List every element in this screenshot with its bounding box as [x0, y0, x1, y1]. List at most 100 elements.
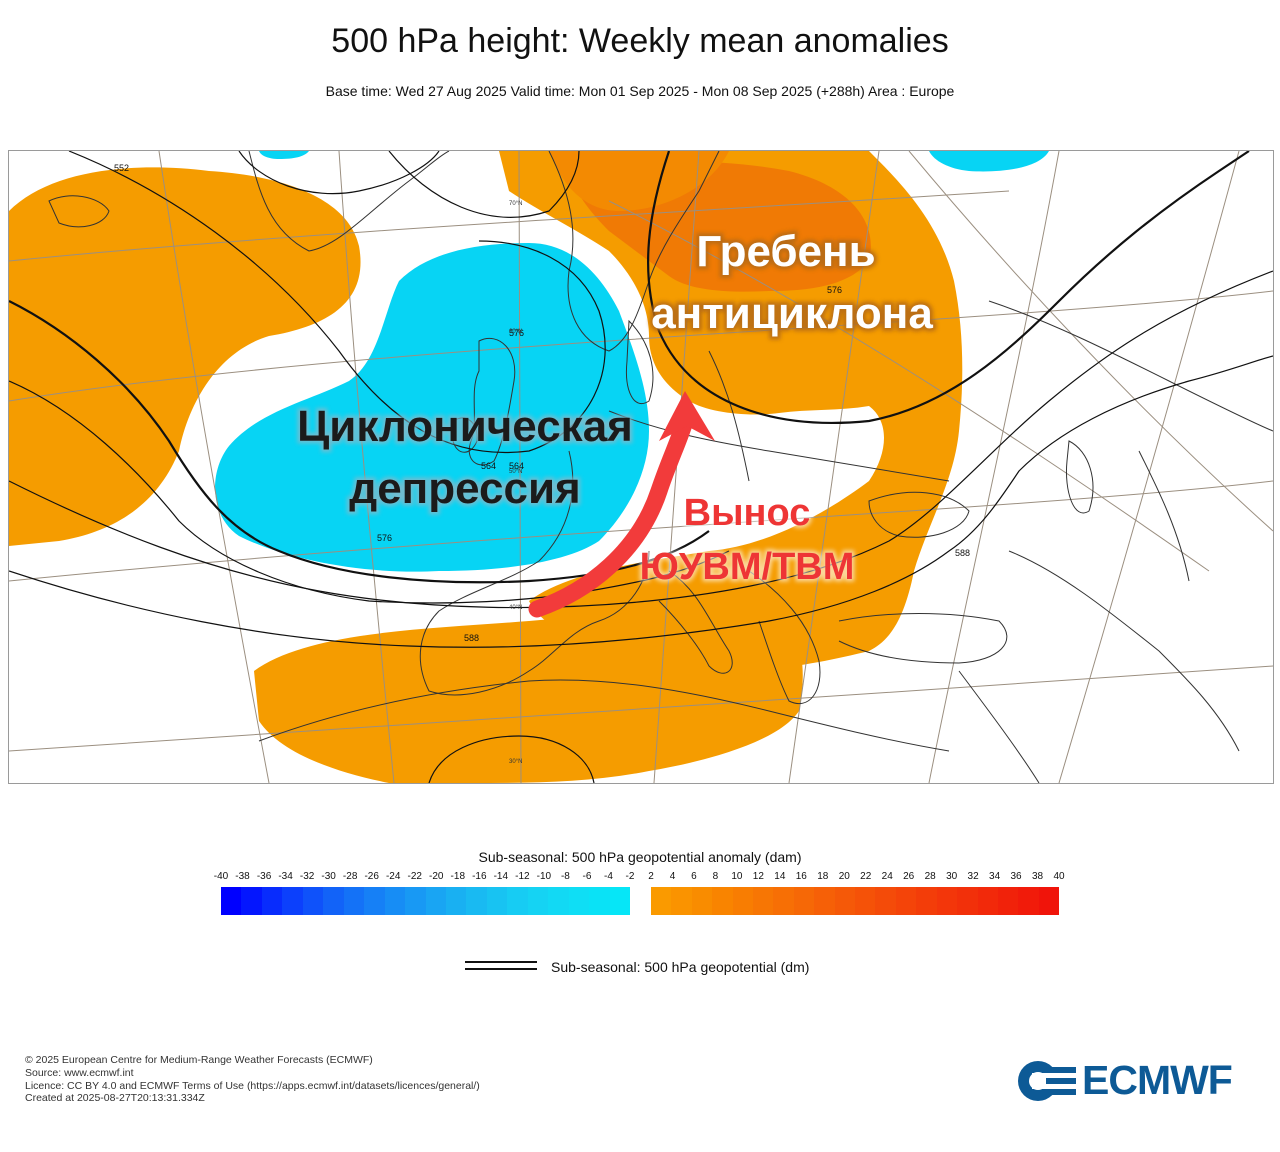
- colorbar-positive-swatch: [916, 887, 937, 915]
- coastlines: [48, 151, 1273, 783]
- anomaly-negative-atlantic: [215, 243, 650, 572]
- colorbar-tick-label: -32: [299, 871, 315, 882]
- page-title: 500 hPa height: Weekly mean anomalies: [331, 22, 949, 60]
- colorbar-negative-swatch: [405, 887, 426, 915]
- anomaly-positive-west-atlantic: [9, 167, 361, 547]
- black-sea: [868, 491, 970, 538]
- border-2: [708, 350, 750, 482]
- svg-text:депрессия: депрессия: [349, 464, 580, 513]
- colorbar-tick-label: -4: [604, 871, 613, 882]
- colorbar-positive-swatch: [671, 887, 692, 915]
- svg-text:Вынос: Вынос: [684, 492, 811, 534]
- ridge-label-line2: антициклона: [651, 289, 933, 338]
- lat-label: 60°N: [509, 329, 522, 335]
- colorbar-tick-label: 4: [669, 871, 676, 882]
- colorbar-negative-swatch: [261, 887, 283, 915]
- france-iberia: [419, 450, 650, 696]
- contour-564: [9, 380, 730, 604]
- scandinavia: [548, 151, 720, 352]
- svg-text:Гребень: Гребень: [696, 227, 875, 276]
- contour-label: 576: [827, 285, 842, 295]
- footer-licence: Licence: CC BY 4.0 and ECMWF Terms of Us…: [25, 1079, 480, 1092]
- colorbar-tick-label: -30: [321, 871, 336, 882]
- colorbar-negative-swatch: [507, 887, 528, 915]
- colorbar-positive-swatch: [855, 887, 876, 915]
- colorbar-tick-label: -20: [429, 871, 444, 882]
- colorbar-tick-label: -6: [582, 871, 592, 882]
- italy: [658, 570, 733, 674]
- advection-arrow: [528, 391, 715, 618]
- colorbar-tick-label: -8: [560, 871, 570, 882]
- colorbar-positive-swatch: [691, 887, 713, 915]
- anomaly-positive-core-2: [549, 151, 729, 211]
- page-subtitle: Base time: Wed 27 Aug 2025 Valid time: M…: [325, 83, 955, 99]
- colorbar-positive-swatch: [712, 887, 733, 915]
- colorbar-negative-swatch: [548, 887, 569, 915]
- british-isles: [468, 337, 516, 466]
- colorbar-negative-swatch: [609, 887, 631, 915]
- contour-label: 588: [464, 633, 479, 643]
- border-1: [608, 410, 950, 482]
- footer-credits: © 2025 European Centre for Medium-Range …: [25, 1054, 480, 1105]
- colorbar-tick-label: 34: [989, 871, 1001, 882]
- colorbar-negative-swatch: [302, 887, 324, 915]
- svg-text:антициклона: антициклона: [651, 289, 933, 338]
- lat-label: 40°N: [509, 605, 522, 611]
- border-5: [1138, 450, 1190, 582]
- contour-north: [238, 151, 440, 195]
- colorbar-tick-label: -40: [213, 871, 229, 882]
- colorbar-tick-label: 14: [774, 871, 786, 882]
- border-3: [988, 300, 1273, 432]
- ecmwf-logo: ECMWF: [1016, 1057, 1233, 1104]
- balkans-greece: [748, 570, 821, 704]
- colorbar-tick-label: -28: [342, 871, 358, 882]
- mid-east: [958, 670, 1040, 783]
- svg-text:Циклоническая: Циклоническая: [297, 402, 633, 451]
- cyclone-annotation: Циклоническая депрессия Циклоническая де…: [295, 400, 636, 516]
- lat-label: 70°N: [509, 201, 522, 207]
- ridge-label-line1: Гребень: [696, 227, 875, 276]
- latitude-labels: 70°N 60°N 50°N 40°N 30°N: [509, 201, 522, 765]
- colorbar-tick-label: 24: [881, 871, 893, 882]
- colorbar-tick-label: -26: [364, 871, 379, 882]
- ecmwf-logo-icon: [1018, 1060, 1076, 1101]
- iceland-coast: [48, 195, 110, 228]
- footer-copyright: © 2025 European Centre for Medium-Range …: [25, 1054, 373, 1066]
- lat-label: 50°N: [509, 469, 522, 475]
- border-4: [1008, 550, 1240, 752]
- positive-anomaly-areas: [9, 151, 963, 783]
- contour-label: 576: [377, 533, 392, 543]
- colorbar-positive-swatch: [977, 887, 998, 915]
- colorbar-tick-label: -36: [256, 871, 272, 882]
- colorbar-tick-label: -38: [235, 871, 250, 882]
- colorbar-positive-swatch: [793, 887, 815, 915]
- graticule: [9, 151, 1273, 783]
- colorbar-tick-label: 36: [1010, 871, 1022, 882]
- contour-africa-low: [428, 735, 595, 783]
- footer-source: Source: www.ecmwf.int: [25, 1066, 134, 1079]
- advection-annotation: Вынос ЮУВМ/ТВМ Вынос ЮУВМ/ТВМ: [637, 490, 857, 591]
- advection-label-line1: Вынос: [684, 492, 811, 534]
- colorbar-tick-label: -22: [407, 871, 422, 882]
- colorbar-negative-swatch: [343, 887, 365, 915]
- colorbar-positive-swatch: [814, 887, 835, 915]
- contour-labels: 552 564 576 576 588 588 564 576: [114, 163, 970, 643]
- map-annotations: Циклоническая депрессия Циклоническая де…: [295, 224, 937, 591]
- colorbar-negative-swatch: [568, 887, 590, 915]
- colorbar-positive-swatch: [1038, 887, 1060, 915]
- colorbar-positive-swatch: [997, 887, 1019, 915]
- colorbar-negative-swatch: [527, 887, 549, 915]
- contour-label: 552: [114, 163, 129, 173]
- contour-label: 576: [509, 328, 524, 338]
- colorbar-tick-label: -2: [625, 871, 635, 882]
- colorbar-tick-label: -14: [493, 871, 509, 882]
- north-africa: [258, 679, 950, 752]
- negative-anomaly-areas: [215, 151, 1049, 572]
- colorbar-tick-label: 40: [1053, 871, 1065, 882]
- caspian-sea: [1065, 440, 1094, 514]
- colorbar-negative-swatch: [323, 887, 344, 915]
- colorbar-positive: [651, 887, 1060, 915]
- colorbar-tick-label: 10: [731, 871, 743, 882]
- contour-label: 564: [481, 461, 496, 471]
- colorbar-tick-label: -16: [472, 871, 487, 882]
